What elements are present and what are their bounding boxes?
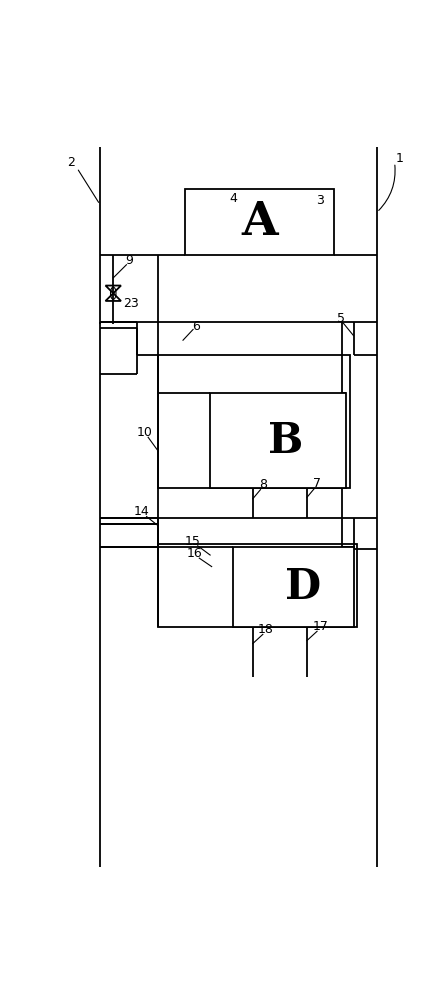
Text: 14: 14	[134, 505, 150, 518]
Bar	[210, 393, 346, 488]
Text: 23: 23	[123, 297, 139, 310]
Text: 6: 6	[192, 320, 200, 333]
Text: 18: 18	[258, 623, 274, 636]
Text: 7: 7	[313, 477, 321, 490]
Text: 1: 1	[396, 152, 404, 165]
Text: 3: 3	[316, 194, 324, 207]
Text: 16: 16	[187, 547, 202, 560]
Text: 8: 8	[259, 478, 267, 491]
Bar	[185, 189, 334, 255]
Bar	[158, 355, 350, 488]
Text: B: B	[268, 420, 303, 462]
Text: 10: 10	[137, 426, 153, 439]
Bar	[158, 544, 357, 627]
Text: 9: 9	[126, 254, 134, 267]
Text: 2: 2	[67, 156, 75, 169]
Text: 5: 5	[337, 312, 345, 325]
Text: D: D	[285, 566, 321, 608]
Text: 15: 15	[185, 535, 201, 548]
Bar	[233, 547, 354, 627]
Text: 17: 17	[312, 620, 328, 633]
Text: A: A	[241, 199, 278, 245]
Text: 4: 4	[229, 192, 237, 205]
